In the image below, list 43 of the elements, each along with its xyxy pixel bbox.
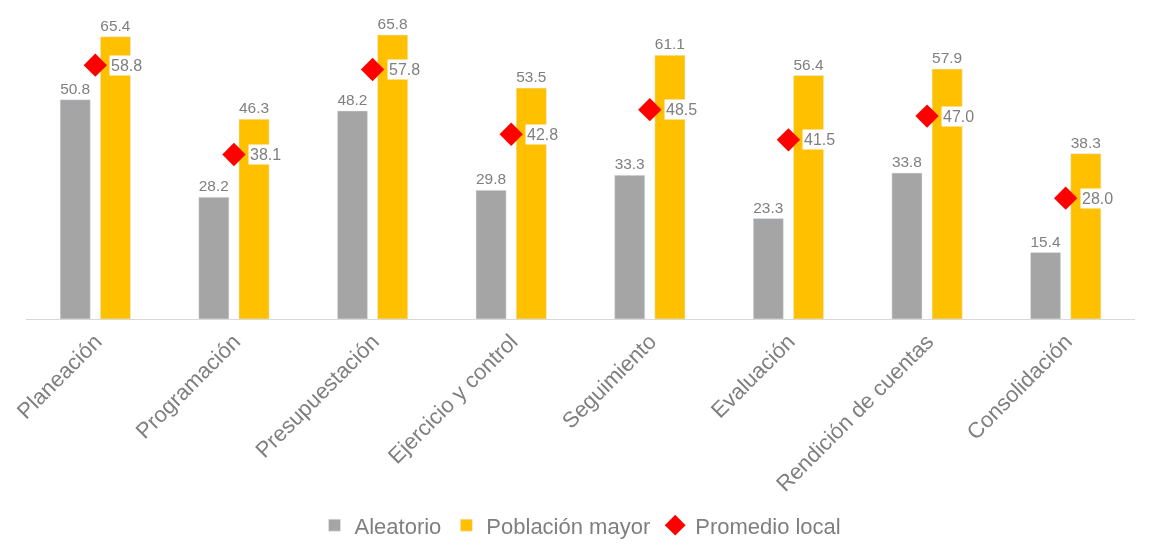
bar bbox=[337, 110, 368, 319]
bar bbox=[475, 190, 507, 319]
data-label: 65.4 bbox=[100, 16, 131, 34]
point bbox=[222, 142, 246, 167]
data-label: 23.3 bbox=[753, 198, 784, 216]
point bbox=[776, 128, 801, 152]
data-label: 56.4 bbox=[793, 55, 824, 73]
data-label: 61.1 bbox=[654, 35, 685, 53]
data-label: 47.0 bbox=[943, 108, 975, 125]
point bbox=[83, 53, 108, 77]
data-label: 53.5 bbox=[516, 68, 547, 86]
data-label: 33.8 bbox=[891, 153, 922, 171]
data-label: 65.8 bbox=[377, 15, 408, 33]
data-label: 38.1 bbox=[250, 146, 282, 163]
data-label: 38.3 bbox=[1070, 133, 1101, 151]
bar bbox=[891, 172, 923, 319]
data-label: 46.3 bbox=[238, 99, 270, 117]
point bbox=[499, 122, 523, 146]
data-label: 48.2 bbox=[337, 91, 368, 109]
data-label: 50.8 bbox=[60, 79, 91, 97]
bar bbox=[1030, 252, 1061, 319]
data-label: 33.3 bbox=[614, 155, 645, 173]
legend-label: Población mayor bbox=[486, 513, 651, 539]
legend-label: Promedio local bbox=[695, 513, 841, 539]
bar bbox=[59, 99, 91, 319]
point bbox=[1053, 186, 1078, 210]
data-label: 28.0 bbox=[1082, 190, 1114, 207]
point bbox=[915, 104, 939, 128]
data-label: 57.9 bbox=[932, 49, 963, 67]
data-label: 41.5 bbox=[804, 131, 836, 148]
point bbox=[638, 97, 662, 122]
data-label: 57.8 bbox=[389, 61, 421, 78]
point bbox=[360, 57, 385, 82]
bar bbox=[614, 175, 646, 319]
data-label: 15.4 bbox=[1030, 232, 1061, 250]
bar bbox=[198, 197, 230, 319]
data-label: 48.5 bbox=[666, 101, 698, 118]
data-label: 42.8 bbox=[527, 126, 559, 143]
bar bbox=[753, 218, 784, 319]
legend-label: Aleatorio bbox=[354, 513, 442, 539]
data-label: 28.2 bbox=[198, 177, 229, 195]
data-label: 29.8 bbox=[476, 170, 507, 188]
data-label: 58.8 bbox=[111, 57, 143, 74]
